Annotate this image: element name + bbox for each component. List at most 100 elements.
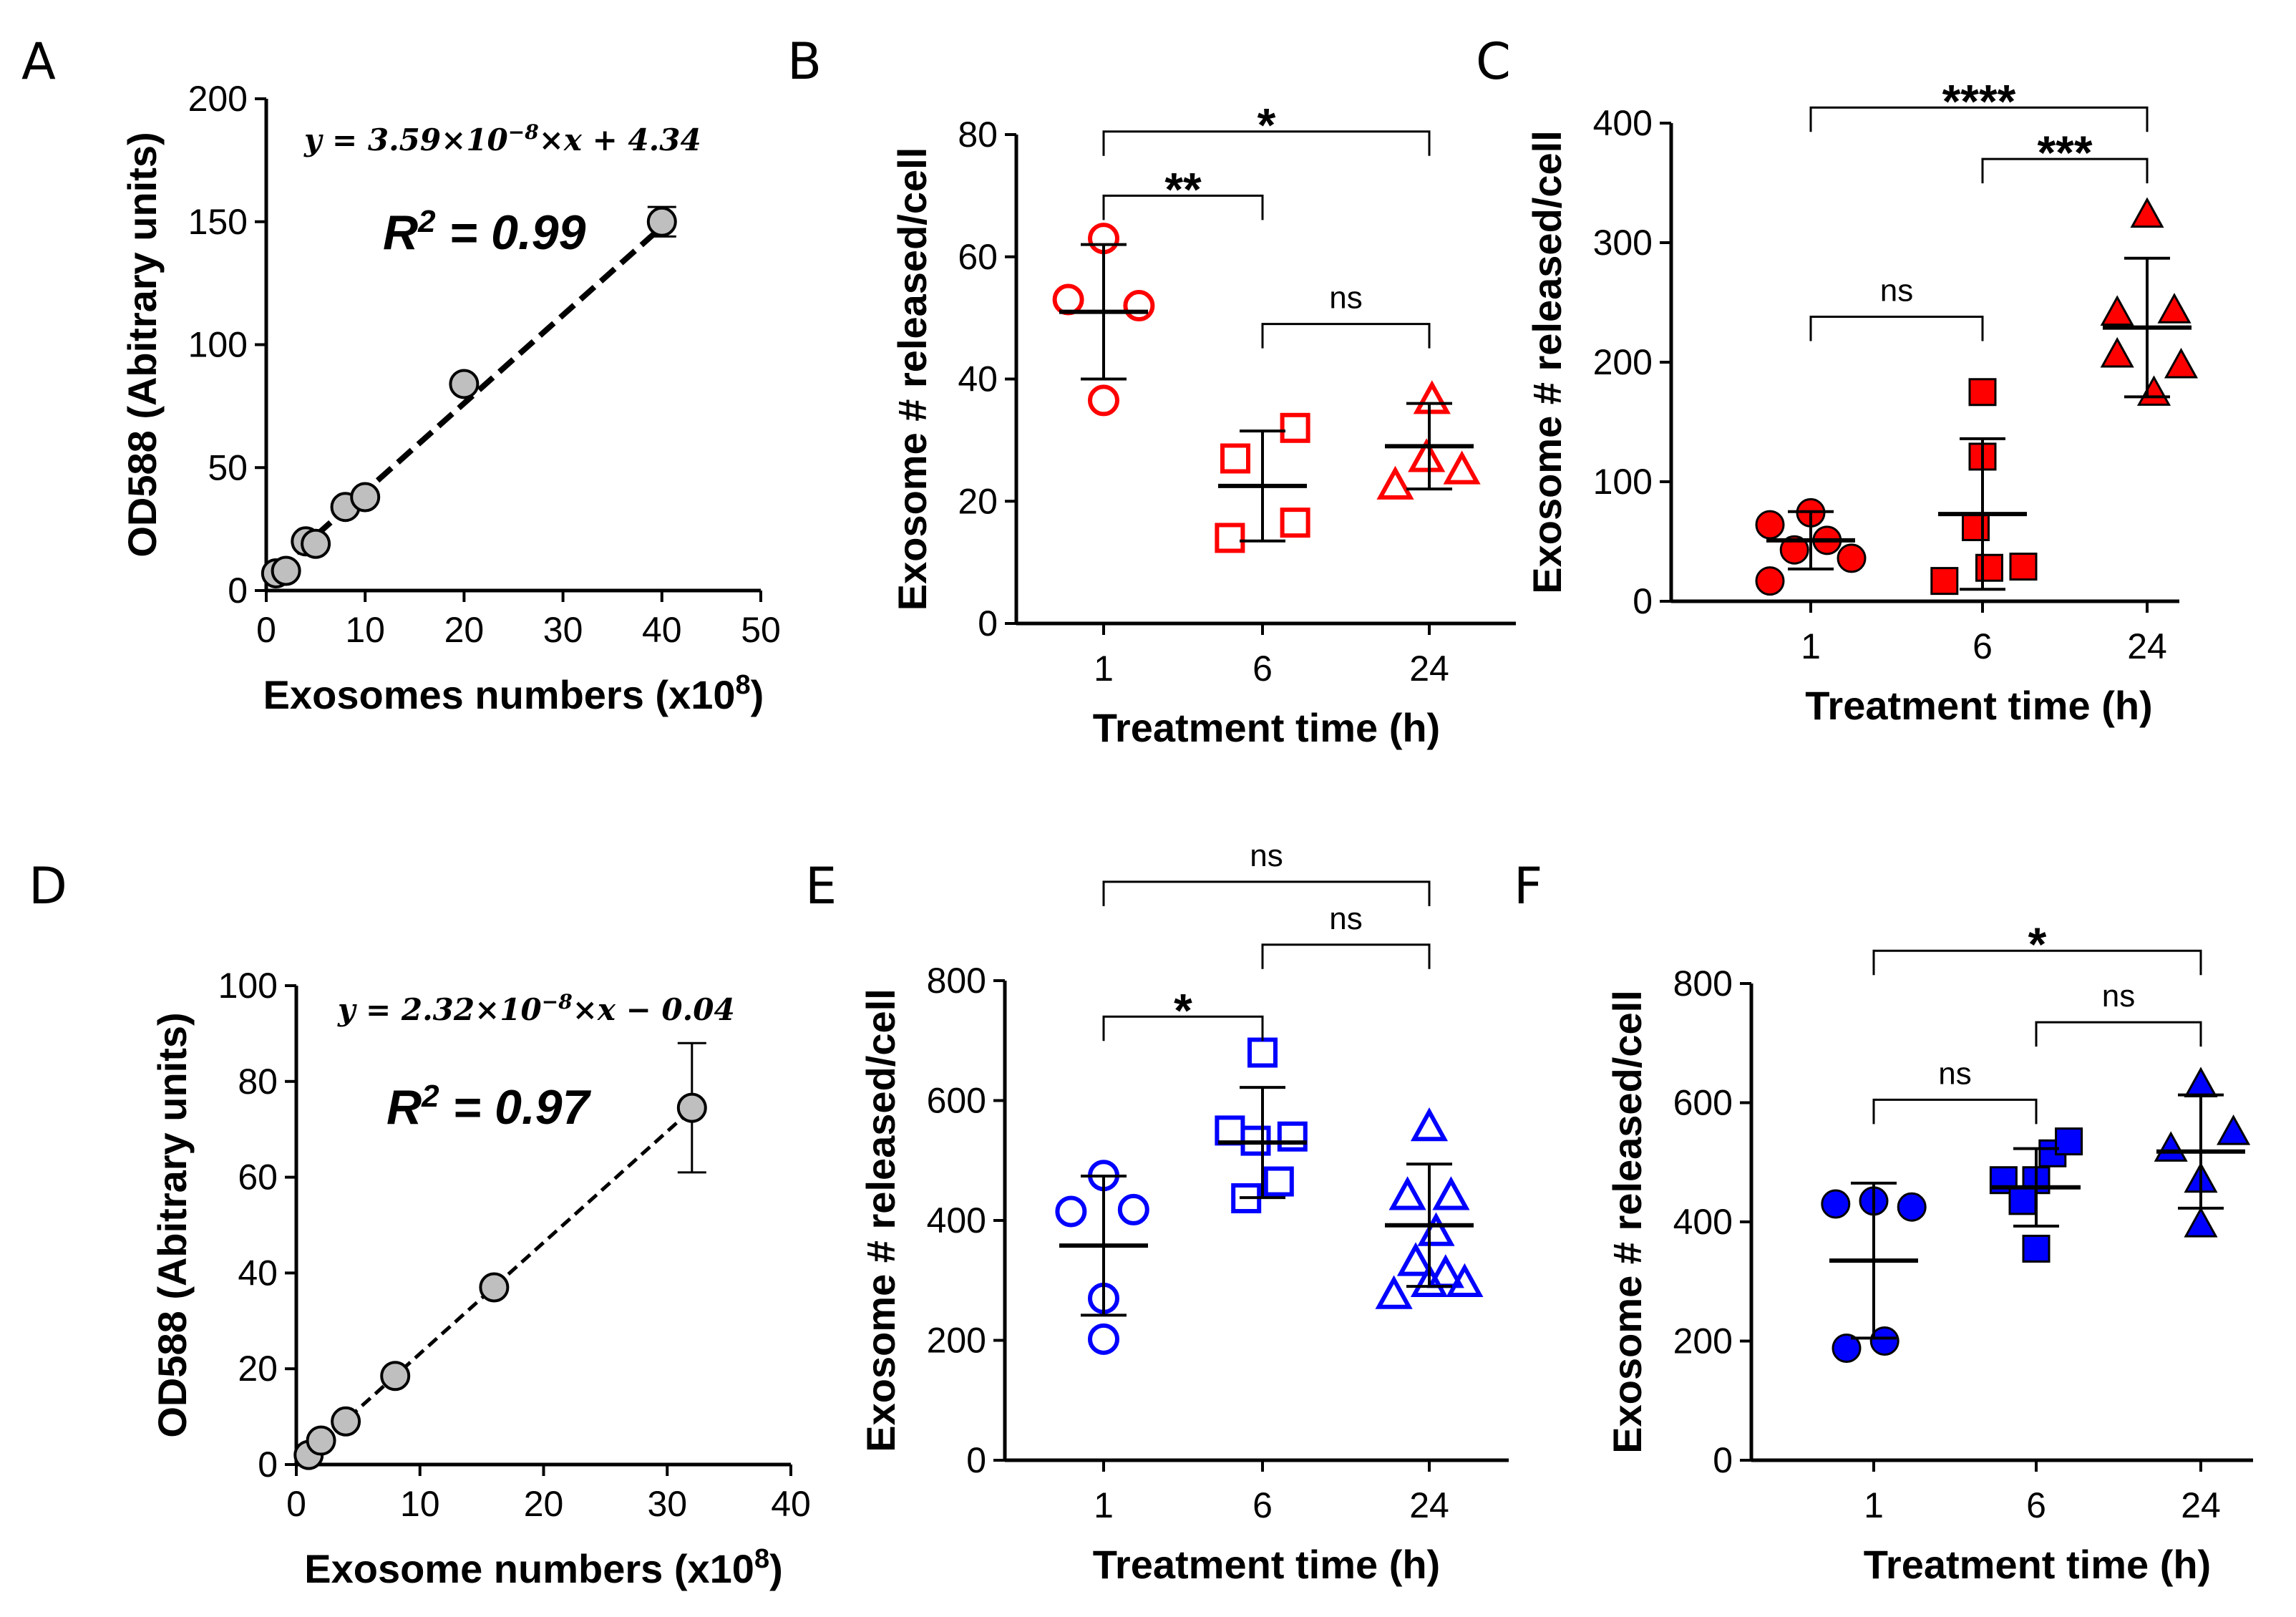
data-point-square (1220, 443, 1250, 474)
y-tick-label: 40 (238, 1253, 278, 1293)
x-tick-label: 10 (400, 1484, 440, 1524)
data-point (449, 369, 480, 399)
panel-d: D 0 20 40 60 80 100 OD588 (Abitrary units) 0 10 20… (29, 857, 811, 1591)
significance-bracket (2035, 1021, 2202, 1047)
data-point (479, 1272, 510, 1303)
y-tick-label: 400 (1593, 103, 1653, 143)
y-tick-label: 200 (1593, 342, 1653, 382)
data-point-square (1277, 1121, 1308, 1152)
panel-f: F 0 200 400 600 800 Exosome # released/cell 1 6 2… (1514, 857, 2253, 1587)
y-tick-label: 0 (258, 1444, 278, 1485)
data-point-triangle (2157, 293, 2192, 324)
data-point-square (1263, 1166, 1294, 1197)
significance-label: ns (1938, 1056, 1971, 1091)
data-point-triangle (1396, 1242, 1435, 1276)
y-tick-label: 0 (228, 570, 248, 611)
significance-bracket (1981, 157, 2149, 184)
data-point-circle (1869, 1326, 1899, 1356)
x-tick-label: 10 (345, 610, 385, 650)
significance-bracket (1872, 1098, 2038, 1125)
y-axis-title: OD588 (Abitrary units) (150, 1012, 195, 1437)
text-part: R (386, 1080, 422, 1135)
y-tick-label: 150 (188, 202, 248, 242)
fit-equation: y = 3.59×10−8×x + 4.34 (303, 120, 701, 158)
text-part: ) (751, 672, 764, 717)
significance-label: ns (2102, 979, 2135, 1014)
data-point-circle (1055, 1195, 1087, 1228)
data-point-square (1215, 523, 1245, 553)
x-axis-title-sup: 8 (754, 1544, 769, 1574)
x-tick-label: 30 (543, 610, 583, 650)
x-tick-label: 6 (2026, 1485, 2046, 1525)
significance-label: *** (2037, 126, 2092, 179)
y-tick-label: 80 (958, 115, 998, 155)
x-tick-label: 1 (1094, 1485, 1114, 1525)
data-point-triangle (1446, 1263, 1484, 1297)
significance-bracket (1872, 949, 2202, 976)
data-point-square (1930, 567, 1959, 596)
panel-label: C (1476, 32, 1511, 91)
data-point (271, 555, 301, 586)
data-point-square (1962, 513, 1990, 541)
data-point-circle (1123, 290, 1155, 322)
data-point-circle (1755, 566, 1785, 596)
y-tick-label: 300 (1593, 223, 1653, 263)
fit-equation-exp: −8 (508, 120, 539, 144)
data-point-circle (1779, 535, 1809, 565)
text-part: ×x + 4.34 (539, 122, 701, 157)
x-axis-title-sup: 8 (736, 670, 751, 700)
significance-label: ns (1250, 838, 1283, 873)
data-point-triangle (1410, 1263, 1449, 1297)
significance-label: * (2028, 918, 2047, 971)
y-tick-label: 60 (238, 1157, 278, 1198)
data-point (646, 206, 677, 237)
x-tick-label: 40 (771, 1484, 811, 1524)
y-tick-label: 40 (958, 359, 998, 399)
data-point-triangle (2164, 347, 2199, 379)
r-squared: R2 = 0.97 (386, 1079, 592, 1135)
significance-bracket (1102, 880, 1431, 906)
text-part: Exosomes numbers (x10 (263, 672, 736, 717)
significance-bracket (1261, 323, 1431, 349)
y-tick-label: 0 (978, 603, 998, 644)
significance-bracket (1102, 194, 1264, 220)
y-tick-label: 800 (1673, 963, 1733, 1004)
y-axis-title: Exosome # released/cell (1524, 130, 1570, 594)
y-axis-title: Exosome # released/cell (858, 989, 903, 1452)
data-point (350, 482, 381, 513)
x-tick-label: 6 (1252, 1485, 1273, 1525)
text-part: y = 2.32×10 (337, 992, 542, 1027)
data-point-triangle (1408, 438, 1446, 472)
y-tick-label: 20 (238, 1349, 278, 1389)
data-point-triangle (2154, 1131, 2188, 1162)
data-point-square (2008, 1187, 2037, 1215)
panel-e: E 0 200 400 600 800 Exosome # released/cell 1 6 2… (805, 838, 1509, 1587)
panel-label: F (1514, 857, 1542, 916)
x-tick-label: 0 (286, 1484, 306, 1524)
data-point-triangle (1410, 1107, 1449, 1142)
y-tick-label: 0 (966, 1440, 986, 1480)
panel-b: B 0 20 40 60 80 Exosome # released/cell 1 6 24 Tre… (787, 32, 1516, 750)
x-tick-label: 1 (1864, 1485, 1884, 1525)
significance-label: ns (1880, 273, 1913, 309)
x-tick-label: 40 (642, 610, 682, 650)
text-part: ×x − 0.04 (573, 992, 735, 1027)
y-tick-label: 600 (1673, 1083, 1733, 1123)
data-point-square (2009, 553, 2038, 581)
data-point-triangle (2130, 197, 2164, 228)
fit-equation: y = 2.32×10−8×x − 0.04 (337, 990, 735, 1028)
x-tick-label: 24 (1409, 1485, 1449, 1525)
data-point-circle (1821, 1189, 1851, 1219)
data-point-triangle (1376, 465, 1414, 500)
significance-bracket (1809, 316, 1984, 341)
text-part: R (383, 205, 418, 260)
x-tick-label: 50 (741, 610, 781, 650)
y-tick-label: 200 (927, 1321, 986, 1361)
r-squared: R2 = 0.99 (383, 204, 586, 261)
data-point-triangle (1443, 450, 1481, 485)
y-tick-label: 80 (238, 1062, 278, 1102)
data-point-triangle (1388, 1176, 1426, 1210)
data-point-circle (1832, 1333, 1862, 1363)
data-point-triangle (2100, 336, 2134, 368)
